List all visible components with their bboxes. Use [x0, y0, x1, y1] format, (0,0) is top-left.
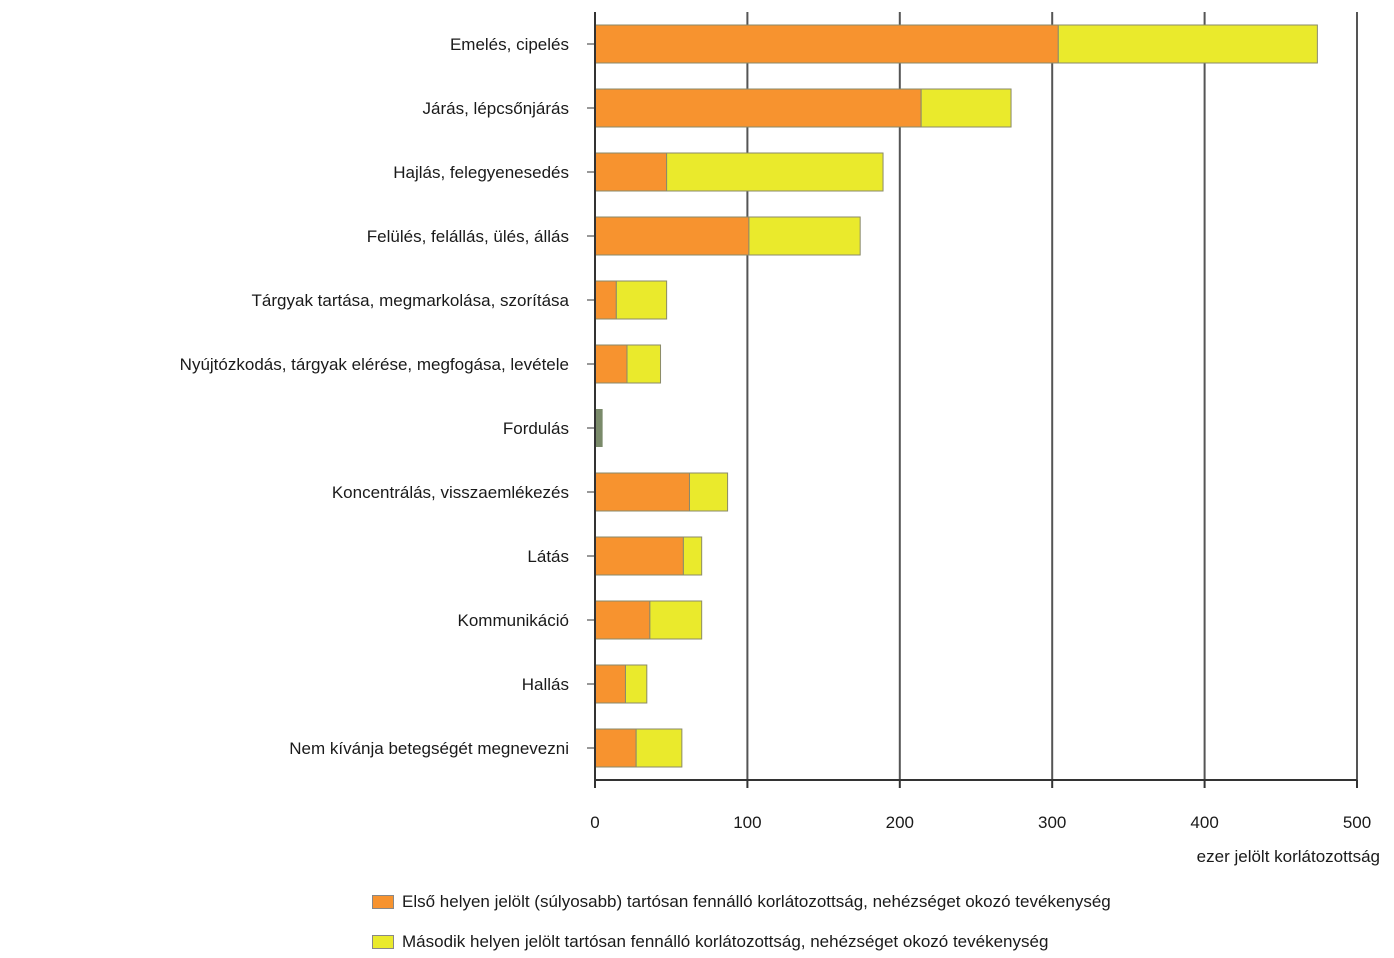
x-tick-label: 300 [1038, 813, 1066, 832]
x-tick-label: 100 [733, 813, 761, 832]
bar-segment-series-1 [594, 472, 690, 512]
bars [594, 24, 1318, 768]
legend-swatch-first [372, 895, 394, 909]
category-label: Emelés, cipelés [450, 35, 569, 54]
bar-segment-series-1 [594, 152, 668, 192]
bar-segment-series-2 [649, 600, 703, 640]
bar-segment-series-2 [1057, 24, 1318, 64]
category-label: Kommunikáció [458, 611, 570, 630]
legend-label-second: Második helyen jelölt tartósan fennálló … [402, 932, 1049, 951]
bar-segment-series-2 [615, 280, 668, 320]
legend-item-second: Második helyen jelölt tartósan fennálló … [372, 932, 1048, 952]
x-axis-title: ezer jelölt korlátozottság [1197, 847, 1380, 866]
x-tick-label: 400 [1190, 813, 1218, 832]
category-label: Felülés, felállás, ülés, állás [367, 227, 569, 246]
category-label: Koncentrálás, visszaemlékezés [332, 483, 569, 502]
category-label: Látás [527, 547, 569, 566]
bar-segment-series-2 [624, 664, 648, 704]
bar-segment-series-1 [594, 536, 684, 576]
bar-segment-series-2 [666, 152, 884, 192]
x-tick-label: 500 [1343, 813, 1371, 832]
bar-segment-series-1 [594, 216, 750, 256]
tick-labels: 0 100 200 300 400 500 [590, 813, 1371, 832]
bar-segment-series-2 [688, 472, 729, 512]
bar-segment-other [595, 409, 603, 447]
bar-segment-series-1 [594, 88, 922, 128]
x-tick-label: 0 [590, 813, 599, 832]
category-label: Hajlás, felegyenesedés [393, 163, 569, 182]
bar-segment-series-1 [594, 728, 637, 768]
category-labels: Emelés, cipelés Járás, lépcsőnjárás Hajlás… [180, 35, 570, 758]
legend-item-first: Első helyen jelölt (súlyosabb) tartósan … [372, 892, 1111, 912]
category-label: Nem kívánja betegségét megnevezni [289, 739, 569, 758]
legend-swatch-second [372, 935, 394, 949]
bar-segment-series-1 [594, 280, 617, 320]
category-label: Nyújtózkodás, tárgyak elérése, megfogása… [180, 355, 569, 374]
category-label: Hallás [522, 675, 569, 694]
category-label: Fordulás [503, 419, 569, 438]
bar-segment-series-1 [594, 24, 1059, 64]
bar-segment-series-2 [682, 536, 703, 576]
bar-segment-series-1 [594, 600, 651, 640]
legend-label-first: Első helyen jelölt (súlyosabb) tartósan … [402, 892, 1111, 911]
grid-lines [746, 12, 1358, 780]
axes [587, 12, 1358, 788]
x-tick-label: 200 [886, 813, 914, 832]
category-label: Járás, lépcsőnjárás [423, 99, 569, 118]
bar-segment-series-1 [594, 664, 626, 704]
bar-segment-series-2 [635, 728, 683, 768]
bar-segment-series-2 [748, 216, 861, 256]
bar-segment-series-1 [594, 344, 628, 384]
category-label: Tárgyak tartása, megmarkolása, szorítása [252, 291, 570, 310]
bar-segment-series-2 [626, 344, 662, 384]
bar-segment-series-2 [920, 88, 1012, 128]
